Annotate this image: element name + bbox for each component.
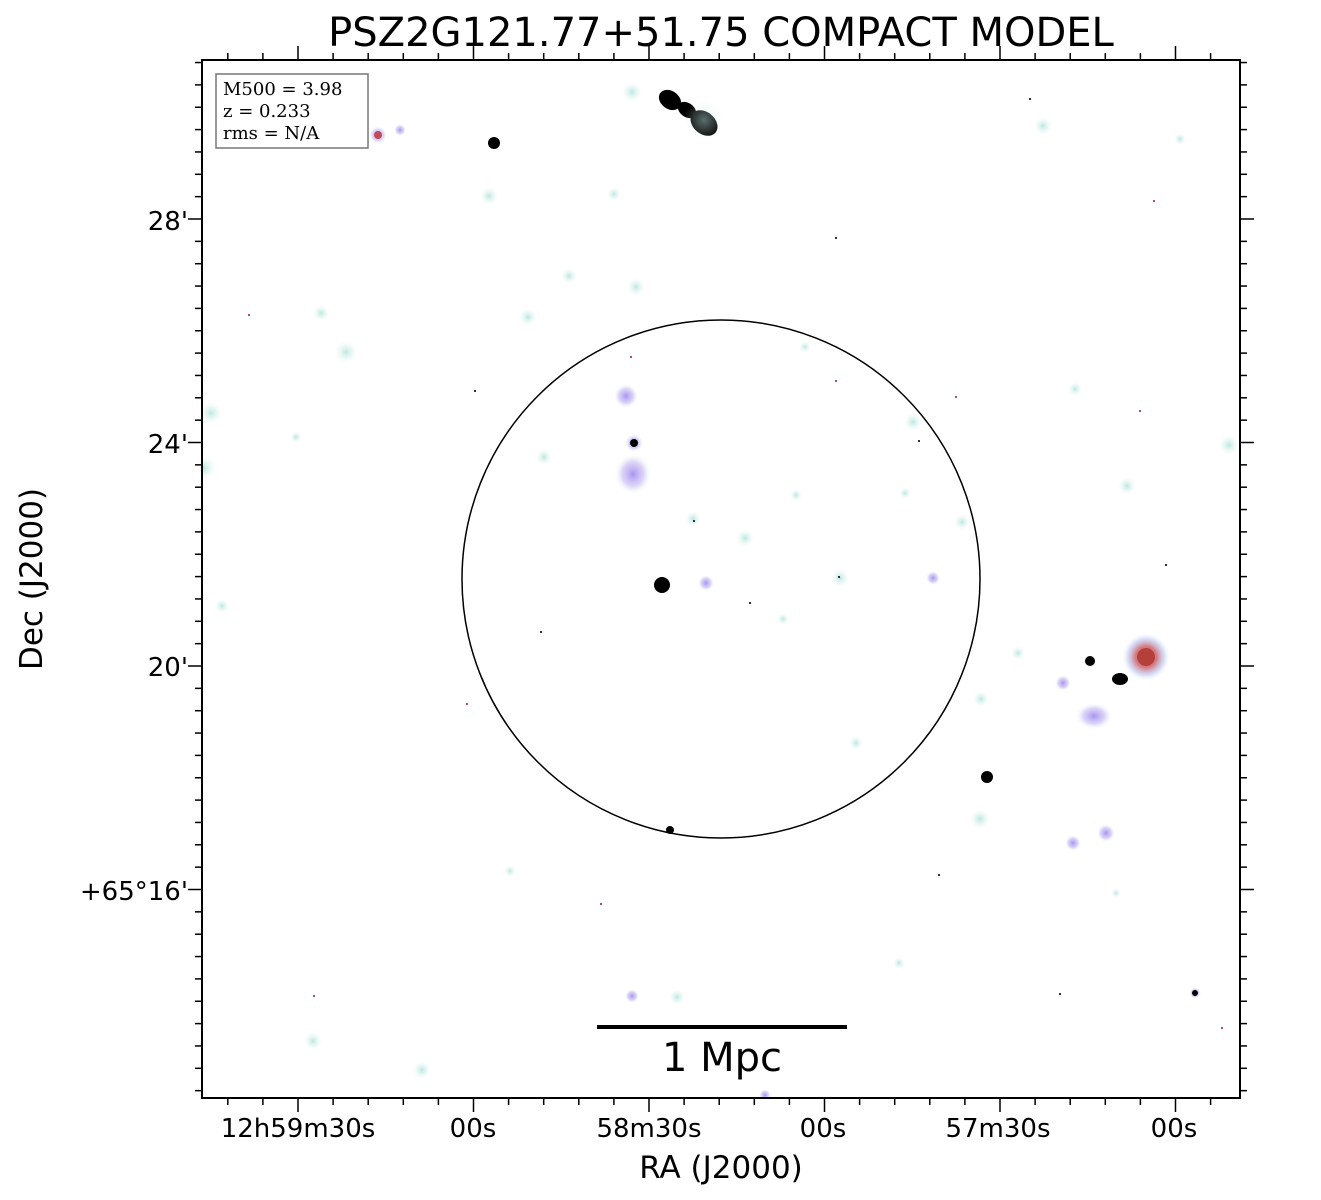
x-tick-labels: 12h59m30s 00s 58m30s 00s 57m30s 00s — [221, 1114, 1198, 1144]
y-axis-label: Dec (J2000) — [14, 488, 50, 670]
y-tick-label: 24' — [148, 430, 188, 460]
plot-frame — [201, 59, 1241, 1099]
info-redshift: z = 0.233 — [223, 101, 311, 122]
x-tick-label: 00s — [1151, 1114, 1198, 1144]
y-tick-labels: 28' 24' 20' +65°16' — [80, 207, 188, 907]
radio-sources — [202, 82, 1239, 1098]
r500-aperture-circle — [461, 319, 981, 839]
y-tick-label: +65°16' — [80, 877, 188, 907]
info-box: M500 = 3.98 z = 0.233 rms = N/A — [215, 73, 369, 149]
axis-ticks — [188, 46, 1254, 1112]
info-rms: rms = N/A — [223, 123, 320, 144]
scale-bar: 1 Mpc — [597, 1025, 847, 1081]
y-tick-label: 28' — [148, 207, 188, 237]
info-mass: M500 = 3.98 — [223, 79, 342, 100]
x-tick-label: 58m30s — [596, 1114, 701, 1144]
plot-title: PSZ2G121.77+51.75 COMPACT MODEL — [328, 10, 1114, 56]
x-tick-label: 12h59m30s — [221, 1114, 376, 1144]
x-tick-label: 57m30s — [945, 1114, 1050, 1144]
y-tick-label: 20' — [148, 653, 188, 683]
x-tick-label: 00s — [800, 1114, 847, 1144]
scale-bar-label: 1 Mpc — [662, 1035, 782, 1081]
x-tick-label: 00s — [450, 1114, 497, 1144]
image-panel — [202, 60, 1240, 1098]
x-axis-label: RA (J2000) — [639, 1150, 803, 1186]
